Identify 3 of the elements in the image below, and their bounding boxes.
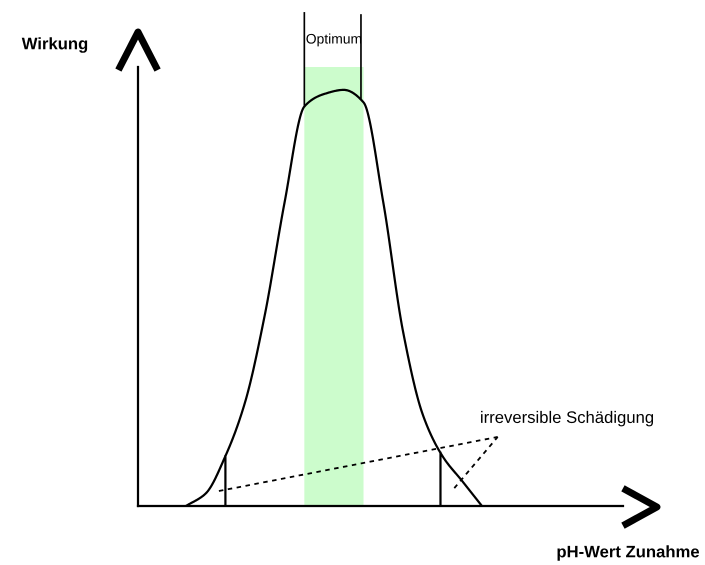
x-axis-title: pH-Wert Zunahme [557,545,700,561]
text: Wirkung [22,37,88,53]
annotation: irreversible Schädigung [481,410,654,426]
